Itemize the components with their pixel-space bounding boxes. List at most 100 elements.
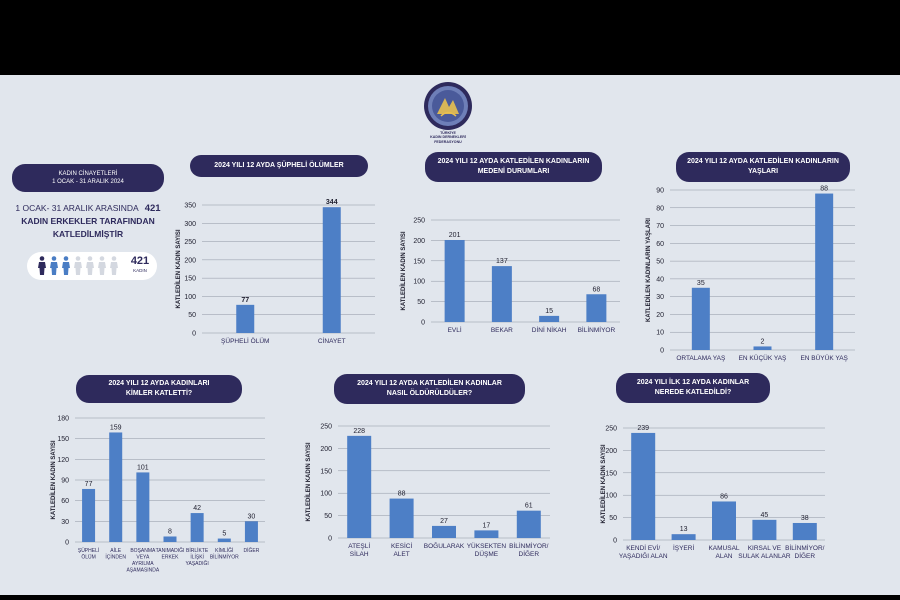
chart-svg: 0 50 100 150 200 250 KATLEDİLEN KADIN SAYISI 23… xyxy=(600,425,825,560)
y-axis-label: KATLEDİLEN KADIN SAYISI xyxy=(175,229,182,308)
data-label: 137 xyxy=(496,258,508,265)
x-tick-label: İŞYERİ xyxy=(673,543,695,552)
x-tick-label: SİLAH xyxy=(350,549,369,558)
chart-title-line: 2024 YILI 12 AYDA KATLEDİLEN KADINLARIN xyxy=(687,158,839,165)
x-tick-label: BİLİNMİYOR xyxy=(578,325,616,334)
y-tick-label: 60 xyxy=(656,241,664,248)
logo-emblem-icon xyxy=(424,82,472,130)
data-label: 8 xyxy=(168,528,172,535)
bar-2 xyxy=(136,472,150,542)
y-tick-label: 50 xyxy=(417,299,425,306)
bar-3 xyxy=(752,519,777,540)
bar-1 xyxy=(671,534,696,540)
y-tick-label: 150 xyxy=(184,276,196,283)
y-tick-label: 70 xyxy=(656,223,664,230)
x-tick-label: AİLE xyxy=(110,547,122,554)
bar-2 xyxy=(539,315,560,322)
y-tick-label: 100 xyxy=(413,279,425,286)
x-tick-label: DİĞER xyxy=(519,549,540,558)
summary-text: 1 OCAK- 31 ARALIK ARASINDA 421 KADIN ERKE… xyxy=(8,203,168,240)
x-tick-label: DÜŞME xyxy=(475,550,499,558)
chart-locations: 0 50 100 150 200 250 KATLEDİLEN KADIN SAYISI 23… xyxy=(595,422,830,570)
chart-methods: 0 50 100 150 200 250 KATLEDİLEN KADIN SAYISI 22… xyxy=(300,420,555,570)
y-tick-label: 180 xyxy=(57,416,69,423)
chart-title-line: 2024 YILI 12 AYDA ŞÜPHELİ ÖLÜMLER xyxy=(214,162,344,169)
bar-1 xyxy=(491,266,512,322)
chart-title-line: NEREDE KATLEDİLDİ? xyxy=(654,389,732,396)
y-tick-label: 40 xyxy=(656,276,664,283)
x-tick-label: BOŞANMA xyxy=(130,548,156,554)
chart-title-line: 2024 YILI İLK 12 AYDA KADINLAR xyxy=(636,379,750,386)
y-tick-label: 200 xyxy=(320,446,332,453)
people-count-number: 421 xyxy=(130,255,150,267)
x-tick-label: DİNİ NİKAH xyxy=(532,325,567,334)
x-tick-label: EVLİ xyxy=(448,325,462,334)
x-tick-label: İÇİNDEN xyxy=(105,554,126,561)
y-tick-label: 200 xyxy=(413,238,425,245)
logo-text: TÜRKİYE KADIN DERNEKLERİ FEDERASYONU xyxy=(413,131,483,144)
data-label: 159 xyxy=(110,424,122,431)
x-tick-label: BİRLİKTE xyxy=(186,547,209,554)
data-label: 228 xyxy=(353,428,365,435)
logo-text-line: FEDERASYONU xyxy=(434,139,462,144)
bar-0 xyxy=(691,287,710,350)
y-tick-label: 150 xyxy=(320,468,332,475)
x-tick-label: AŞAMASINDA xyxy=(126,568,159,574)
y-axis-label: KATLEDİLEN KADIN SAYISI xyxy=(400,231,407,310)
y-axis-label: KATLEDİLEN KADIN SAYISI xyxy=(50,440,57,519)
y-tick-label: 250 xyxy=(184,239,196,246)
x-tick-label: YAŞADIĞI ALAN xyxy=(619,551,668,560)
x-tick-label: DİĞER xyxy=(244,547,260,554)
bar-0 xyxy=(236,304,255,333)
y-axis-label: KATLEDİLEN KADIN SAYISI xyxy=(305,442,312,521)
chart-title-line: 2024 YILI 12 AYDA KATLEDİLEN KADINLARIN xyxy=(437,158,590,165)
summary-line-2: KADIN ERKEKLER TARAFINDAN xyxy=(21,216,155,226)
bar-2 xyxy=(432,525,456,538)
federation-logo xyxy=(423,81,473,131)
summary-pill: KADIN CİNAYETLERİ 1 OCAK - 31 ARALIK 202… xyxy=(12,164,164,192)
x-tick-label: KESİCİ xyxy=(391,541,413,550)
y-axis-label: KATLEDİLEN KADINLARIN YAŞLARI xyxy=(645,218,652,322)
data-label: 27 xyxy=(440,518,448,525)
y-tick-label: 0 xyxy=(192,331,196,338)
chart-perpetrators: 0 30 60 90 120 150 180 KATLEDİLEN KADIN SAYISI 7… xyxy=(45,410,270,574)
y-tick-label: 30 xyxy=(656,294,664,301)
summary-line-1: 1 OCAK- 31 ARALIK ARASINDA 421 xyxy=(8,203,168,214)
y-tick-label: 50 xyxy=(188,312,196,319)
chart-svg: 0 50 100 150 200 250 KATLEDİLEN KADIN SAYISI 20… xyxy=(400,218,620,334)
y-tick-label: 200 xyxy=(605,448,617,455)
y-tick-label: 100 xyxy=(605,493,617,500)
summary-pill-line: 1 OCAK - 31 ARALIK 2024 xyxy=(52,179,124,185)
chart-svg: 0 30 60 90 120 150 180 KATLEDİLEN KADIN SAYISI 7… xyxy=(50,416,265,574)
bar-1 xyxy=(109,432,123,542)
x-tick-label: CİNAYET xyxy=(318,336,346,345)
person-icon xyxy=(86,256,94,275)
summary-line-3: KATLEDİLMİŞTİR xyxy=(52,229,124,239)
person-icon xyxy=(74,256,82,275)
bar-0 xyxy=(347,435,372,538)
bar-4 xyxy=(190,513,204,542)
x-tick-label: ÖLÜM xyxy=(81,554,95,561)
data-label: 42 xyxy=(193,505,201,512)
y-tick-label: 50 xyxy=(656,259,664,266)
y-tick-label: 250 xyxy=(413,218,425,225)
data-label: 17 xyxy=(483,522,491,529)
chart-title-locations: 2024 YILI İLK 12 AYDA KADINLAR NEREDE KAT… xyxy=(616,373,770,403)
people-count: 421 KADIN xyxy=(125,255,155,274)
bar-0 xyxy=(82,488,96,542)
logo-text-line: TÜRKİYE xyxy=(440,131,456,135)
x-tick-label: AYRILMA xyxy=(132,561,154,567)
y-tick-label: 150 xyxy=(57,436,69,443)
bar-3 xyxy=(474,530,499,538)
people-count-unit: KADIN xyxy=(133,268,147,273)
x-tick-label: ŞÜPHELİ ÖLÜM xyxy=(221,336,269,345)
y-tick-label: 0 xyxy=(421,320,425,327)
x-tick-label: BİLİNMİYOR xyxy=(210,554,239,561)
x-tick-label: YAŞADIĞI xyxy=(186,560,209,567)
x-tick-label: YÜKSEKTEN xyxy=(467,542,507,550)
y-tick-label: 100 xyxy=(184,294,196,301)
data-label: 101 xyxy=(137,464,149,471)
data-label: 61 xyxy=(525,503,533,510)
y-tick-label: 100 xyxy=(320,491,332,498)
x-tick-label: BOĞULARAK xyxy=(424,541,465,550)
